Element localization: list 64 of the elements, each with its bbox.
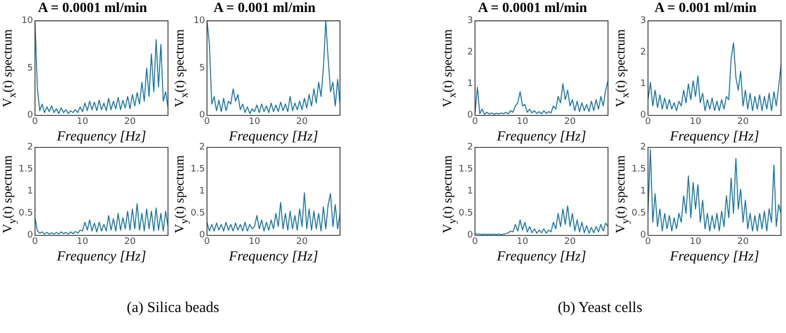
x-tick-label: 20 <box>124 237 136 248</box>
y-tick-label: 1.5 <box>632 164 646 175</box>
chart-title: A = 0.0001 ml/min <box>478 1 588 16</box>
y-tick-label: 1 <box>467 79 473 90</box>
y-tick-label: 1 <box>640 79 646 90</box>
text: (b) Yeast cells <box>556 300 644 317</box>
y-tick-label: 3 <box>640 16 646 26</box>
y-tick-label: 0.5 <box>18 208 33 219</box>
y-tick-label: 0 <box>27 110 34 121</box>
y-tick-label: 0.5 <box>190 208 205 219</box>
x-tick-label: 10 <box>248 237 260 248</box>
y-tick-label: 2 <box>199 142 205 153</box>
x-tick-label: 20 <box>124 117 136 128</box>
x-axis-title: Frequency [Hz] <box>228 129 318 144</box>
y-tick-label: 2 <box>27 142 33 153</box>
y-tick-label: 5 <box>199 63 205 74</box>
y-tick-label: 1.5 <box>458 164 473 175</box>
x-tick-label: 20 <box>737 117 749 128</box>
y-tick-label: 2 <box>467 142 473 153</box>
y-tick-label: 10 <box>194 16 206 26</box>
y-tick-label: 2 <box>640 142 646 153</box>
x-tick-label: 20 <box>296 117 308 128</box>
y-tick-label: 0 <box>27 230 34 241</box>
x-axis-title: Frequency [Hz] <box>56 129 146 144</box>
x-axis-title: Frequency [Hz] <box>228 249 318 264</box>
y-tick-label: 2 <box>467 48 473 58</box>
x-axis-title: Frequency [Hz] <box>668 249 760 264</box>
text: (a) Silica beads <box>126 300 220 317</box>
x-axis-title: Frequency [Hz] <box>668 129 760 144</box>
y-tick-label: 2 <box>640 48 646 58</box>
y-tick-label: 0 <box>640 110 646 121</box>
chart-title: A = 0.0001 ml/min <box>38 1 148 16</box>
y-tick-label: 10 <box>22 16 34 26</box>
y-tick-label: 0.5 <box>632 208 646 219</box>
y-tick-label: 1 <box>199 186 205 197</box>
x-axis-title: Frequency [Hz] <box>496 249 586 264</box>
y-tick-label: 0 <box>199 230 206 241</box>
y-tick-label: 1 <box>640 186 646 197</box>
x-tick-label: 10 <box>516 237 528 248</box>
x-axis-title: Frequency [Hz] <box>56 249 146 264</box>
x-axis-title: Frequency [Hz] <box>496 129 586 144</box>
y-tick-label: 3 <box>467 16 473 26</box>
x-tick-label: 10 <box>690 117 702 128</box>
x-tick-label: 10 <box>76 237 88 248</box>
x-tick-label: 20 <box>737 237 749 248</box>
y-tick-label: 0 <box>640 230 646 241</box>
y-tick-label: 0 <box>467 110 474 121</box>
y-tick-label: 1.5 <box>190 164 205 175</box>
y-tick-label: 0 <box>199 110 206 121</box>
y-tick-label: 0 <box>467 230 474 241</box>
x-tick-label: 10 <box>76 117 88 128</box>
x-tick-label: 10 <box>516 117 528 128</box>
y-tick-label: 1.5 <box>18 164 33 175</box>
y-tick-label: 0.5 <box>458 208 473 219</box>
x-tick-label: 20 <box>564 117 576 128</box>
chart-title: A = 0.001 ml/min <box>213 1 316 16</box>
y-tick-label: 1 <box>27 186 33 197</box>
x-tick-label: 20 <box>296 237 308 248</box>
y-tick-label: 1 <box>467 186 473 197</box>
chart-title: A = 0.001 ml/min <box>654 1 757 16</box>
x-tick-label: 10 <box>690 237 702 248</box>
y-tick-label: 5 <box>27 63 33 74</box>
x-tick-label: 10 <box>248 117 260 128</box>
x-tick-label: 20 <box>564 237 576 248</box>
